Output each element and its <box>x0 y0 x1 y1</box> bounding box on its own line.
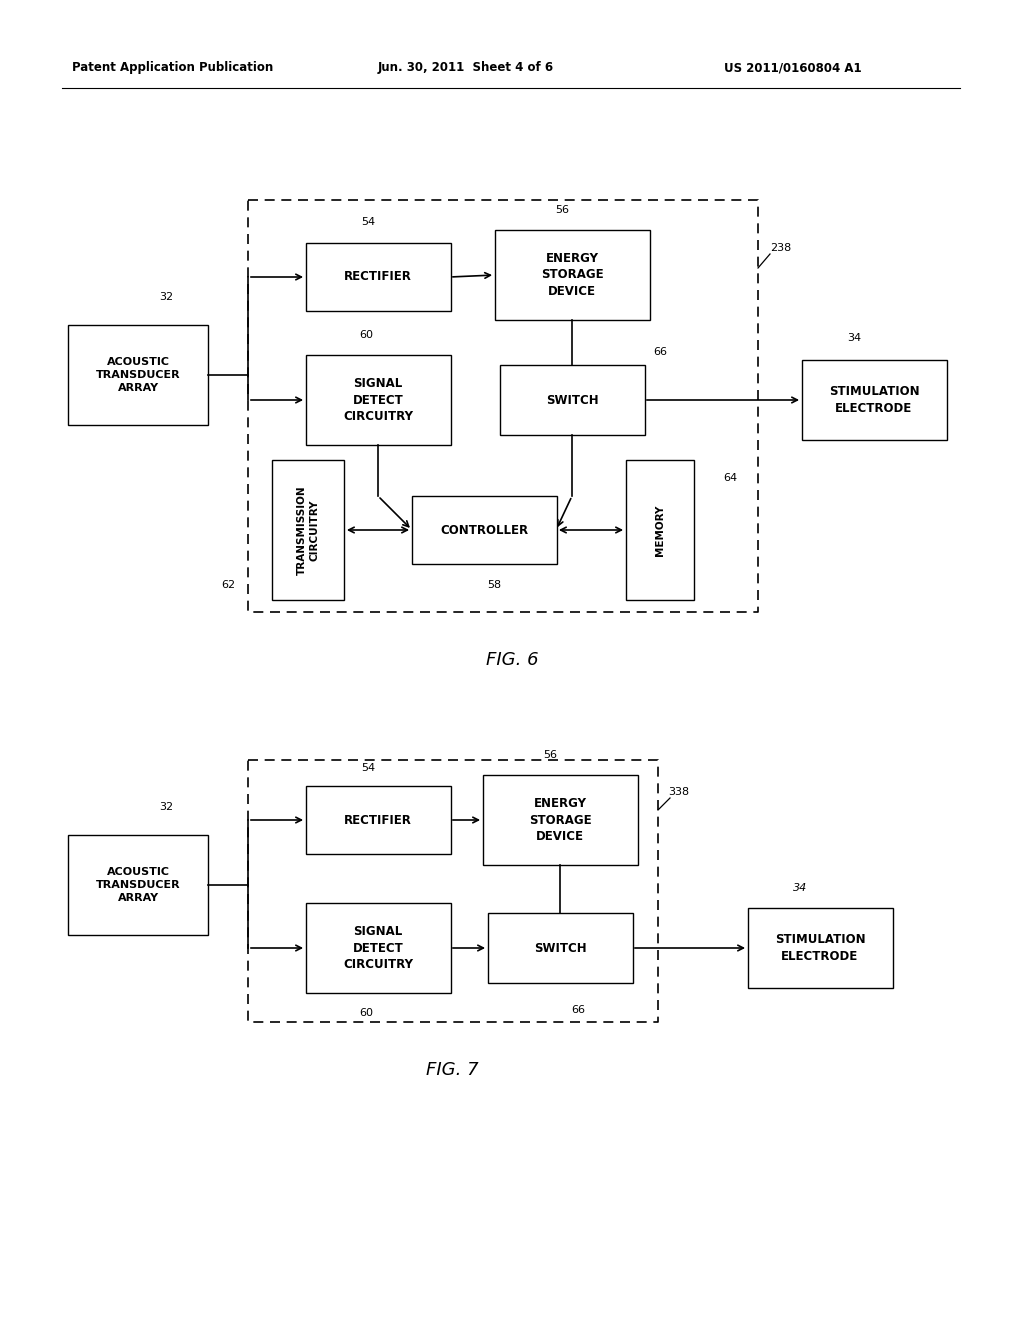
Text: 34: 34 <box>793 883 807 894</box>
Text: ACOUSTIC
TRANSDUCER
ARRAY: ACOUSTIC TRANSDUCER ARRAY <box>95 867 180 903</box>
Text: FIG. 7: FIG. 7 <box>426 1061 478 1078</box>
Text: RECTIFIER: RECTIFIER <box>344 813 412 826</box>
Text: Patent Application Publication: Patent Application Publication <box>72 62 273 74</box>
Text: CONTROLLER: CONTROLLER <box>440 524 528 536</box>
Bar <box>748 908 893 987</box>
Text: ACOUSTIC
TRANSDUCER
ARRAY: ACOUSTIC TRANSDUCER ARRAY <box>95 358 180 393</box>
Text: MEMORY: MEMORY <box>655 504 665 556</box>
Text: TRANSMISSION
CIRCUITRY: TRANSMISSION CIRCUITRY <box>297 486 319 574</box>
Text: 58: 58 <box>487 579 501 590</box>
Text: 34: 34 <box>847 333 861 343</box>
Text: SIGNAL
DETECT
CIRCUITRY: SIGNAL DETECT CIRCUITRY <box>343 925 413 972</box>
Text: 62: 62 <box>221 579 236 590</box>
Bar <box>305 355 451 445</box>
Bar <box>412 496 556 564</box>
Text: 32: 32 <box>159 803 173 812</box>
Bar <box>68 325 208 425</box>
Bar <box>305 785 451 854</box>
Text: 56: 56 <box>555 205 569 215</box>
Text: 338: 338 <box>668 787 689 797</box>
Text: ENERGY
STORAGE
DEVICE: ENERGY STORAGE DEVICE <box>528 797 591 843</box>
Bar <box>272 459 344 601</box>
Text: Jun. 30, 2011  Sheet 4 of 6: Jun. 30, 2011 Sheet 4 of 6 <box>378 62 554 74</box>
Bar <box>305 243 451 312</box>
Text: SWITCH: SWITCH <box>546 393 598 407</box>
Text: STIMULATION
ELECTRODE: STIMULATION ELECTRODE <box>828 385 920 414</box>
Bar <box>626 459 694 601</box>
Text: 54: 54 <box>360 216 375 227</box>
Text: 64: 64 <box>723 473 737 483</box>
Bar <box>500 366 644 436</box>
Text: 60: 60 <box>359 1008 373 1018</box>
Text: SWITCH: SWITCH <box>534 941 587 954</box>
Text: 66: 66 <box>653 347 667 356</box>
Text: FIG. 6: FIG. 6 <box>485 651 539 669</box>
Bar <box>68 836 208 935</box>
Bar <box>802 360 946 440</box>
Text: 56: 56 <box>543 750 557 760</box>
Text: STIMULATION
ELECTRODE: STIMULATION ELECTRODE <box>775 933 865 962</box>
Bar <box>495 230 649 319</box>
Bar <box>305 903 451 993</box>
Text: 32: 32 <box>159 292 173 302</box>
Text: 66: 66 <box>571 1005 585 1015</box>
Bar <box>482 775 638 865</box>
Text: ENERGY
STORAGE
DEVICE: ENERGY STORAGE DEVICE <box>541 252 603 298</box>
Text: 60: 60 <box>359 330 373 341</box>
Text: SIGNAL
DETECT
CIRCUITRY: SIGNAL DETECT CIRCUITRY <box>343 378 413 422</box>
Bar <box>487 913 633 983</box>
Text: 238: 238 <box>770 243 792 253</box>
Text: RECTIFIER: RECTIFIER <box>344 271 412 284</box>
Text: 54: 54 <box>360 763 375 774</box>
Text: US 2011/0160804 A1: US 2011/0160804 A1 <box>724 62 861 74</box>
